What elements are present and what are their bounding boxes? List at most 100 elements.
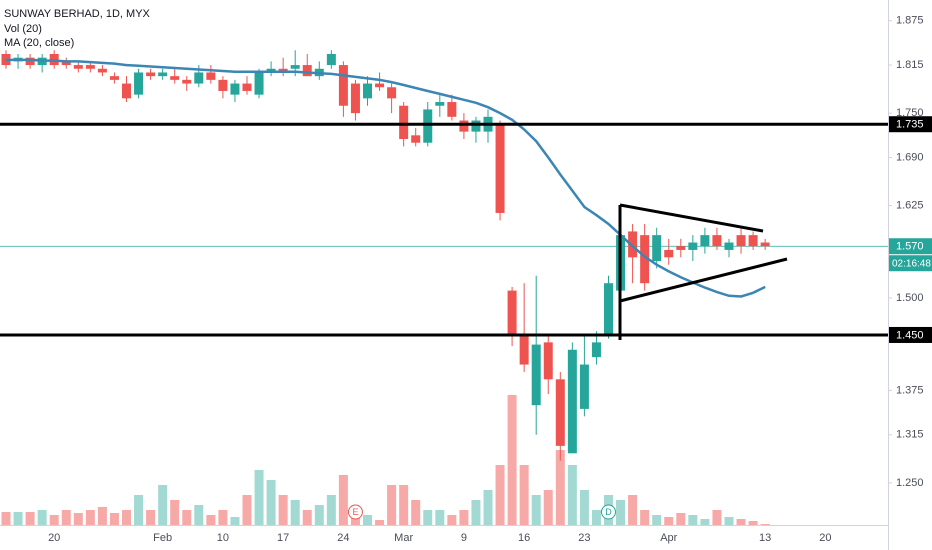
volume-bar bbox=[531, 495, 541, 525]
candle-body bbox=[254, 72, 264, 95]
indicator-label: MA (20, close) bbox=[4, 37, 74, 49]
x-tick-label: 24 bbox=[337, 532, 349, 544]
candle-body bbox=[242, 83, 252, 91]
volume-bar bbox=[134, 495, 144, 525]
volume-bar bbox=[543, 490, 553, 525]
candle-body bbox=[61, 61, 71, 66]
y-tick-label: 1.250 bbox=[896, 477, 924, 489]
volume-bar bbox=[73, 513, 83, 525]
volume-bar bbox=[314, 505, 324, 525]
axes: 1.875 1.815 1.750 1.690 1.625 1.500 1.375 1.315… bbox=[48, 15, 932, 544]
x-tick-label: 9 bbox=[461, 532, 467, 544]
volume-bar bbox=[1, 512, 11, 525]
candle-body bbox=[109, 76, 119, 80]
volume-bar bbox=[495, 465, 505, 525]
volume-bar bbox=[242, 495, 252, 525]
candle-body bbox=[194, 72, 204, 84]
volume-bar bbox=[109, 513, 119, 525]
volume-bar bbox=[230, 517, 240, 525]
x-tick-label: 23 bbox=[578, 532, 590, 544]
candle-body bbox=[447, 102, 457, 117]
candle-body bbox=[736, 235, 746, 247]
volume-bar bbox=[483, 490, 493, 525]
candle-body bbox=[459, 120, 469, 132]
x-tick-label: 16 bbox=[518, 532, 530, 544]
candle-body bbox=[122, 83, 131, 99]
level-label: 1.450 bbox=[896, 329, 924, 341]
candle-body bbox=[760, 242, 770, 247]
volume-bar bbox=[724, 517, 734, 525]
y-tick-label: 1.375 bbox=[896, 384, 924, 396]
volume-bar bbox=[471, 500, 481, 525]
volume-bar bbox=[616, 500, 626, 525]
event-label: E bbox=[352, 507, 358, 517]
event-marker bbox=[601, 504, 616, 520]
volume-bar bbox=[290, 500, 300, 525]
x-tick-label: 20 bbox=[819, 532, 831, 544]
candle-body bbox=[85, 65, 95, 69]
volume-bar bbox=[326, 495, 336, 525]
candle-body bbox=[338, 65, 348, 106]
volume-bar bbox=[194, 505, 204, 525]
candle-body bbox=[471, 120, 481, 132]
volume-bar bbox=[61, 510, 71, 525]
volume-bar bbox=[85, 510, 95, 525]
candle-body bbox=[688, 242, 698, 250]
volume-bar bbox=[375, 520, 385, 525]
volume-bar bbox=[676, 513, 686, 525]
candle-body bbox=[555, 379, 565, 446]
volume-bar bbox=[25, 512, 35, 525]
volume-bar bbox=[122, 510, 131, 525]
volume-bar bbox=[399, 485, 409, 525]
volume-bar bbox=[278, 495, 288, 525]
candle-body bbox=[531, 344, 541, 406]
volume-bar bbox=[591, 510, 601, 525]
volume-bar bbox=[387, 485, 397, 525]
volume-bar bbox=[640, 510, 650, 525]
countdown-label: 02:16:48 bbox=[892, 258, 931, 269]
volume-bar bbox=[519, 465, 529, 525]
x-tick-label: Mar bbox=[394, 532, 413, 544]
volume-bar bbox=[266, 480, 276, 525]
volume-bar bbox=[459, 510, 469, 525]
candle-body bbox=[676, 246, 686, 250]
volume-bar bbox=[218, 510, 228, 525]
candle-body bbox=[134, 72, 144, 95]
x-tick-label: 20 bbox=[48, 532, 60, 544]
candle-body bbox=[591, 342, 601, 358]
volume-bar bbox=[338, 475, 348, 525]
candle-body bbox=[158, 72, 168, 77]
volume-bar bbox=[411, 500, 421, 525]
candle-body bbox=[543, 342, 553, 380]
volume-bar bbox=[760, 524, 770, 525]
volume-bar bbox=[146, 510, 156, 525]
volume-bar bbox=[302, 510, 312, 525]
volume-bar bbox=[579, 490, 589, 525]
candle-body bbox=[230, 83, 240, 95]
countdown-box bbox=[889, 255, 932, 272]
candle-body bbox=[387, 87, 397, 99]
candle-body bbox=[519, 334, 529, 365]
candle-body bbox=[73, 65, 83, 69]
y-tick-label: 1.815 bbox=[896, 59, 924, 71]
volume-bar bbox=[158, 485, 168, 525]
trend-line bbox=[619, 203, 764, 233]
candle-body bbox=[290, 65, 300, 69]
candle-body bbox=[664, 249, 674, 258]
level-label: 1.735 bbox=[896, 119, 924, 131]
volume-bar bbox=[736, 519, 746, 525]
candle-body bbox=[700, 235, 710, 247]
candle-body bbox=[302, 65, 312, 77]
candle-body bbox=[350, 83, 360, 114]
candle-body bbox=[652, 235, 662, 262]
candle-body bbox=[170, 76, 180, 80]
candle-body bbox=[507, 290, 517, 335]
price-pane bbox=[0, 50, 888, 461]
volume-bar bbox=[712, 510, 722, 525]
volume-bar bbox=[567, 465, 577, 525]
volume-bar bbox=[688, 515, 698, 525]
candle-body bbox=[567, 349, 577, 454]
